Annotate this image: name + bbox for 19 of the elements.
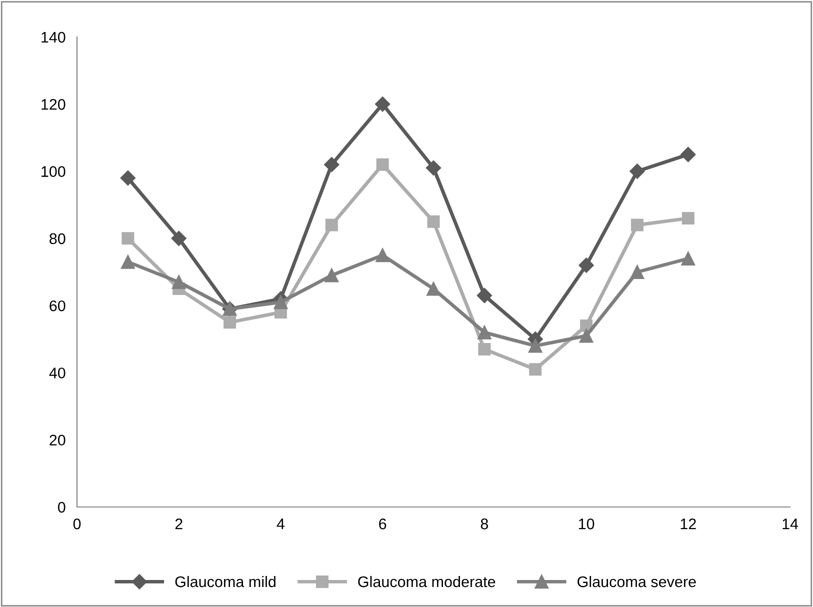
y-tick-label: 140 <box>42 32 66 43</box>
x-tick-label: 10 <box>578 518 594 530</box>
y-tick-label: 20 <box>50 434 66 446</box>
legend-label: Glaucoma mild <box>175 576 276 588</box>
y-tick-label: 40 <box>49 368 66 378</box>
y-tick-label: 60 <box>50 300 66 312</box>
legend-label: Glaucoma severe <box>578 576 696 588</box>
y-tick-label: 0 <box>58 502 66 513</box>
y-tick-label: 120 <box>42 99 66 110</box>
x-tick-label: 0 <box>73 518 81 530</box>
x-tick-label: 12 <box>680 518 696 530</box>
y-tick-label: 80 <box>50 233 66 244</box>
x-tick-label: 2 <box>175 518 182 530</box>
x-tick-label: 8 <box>480 518 488 530</box>
x-tick-label: 6 <box>379 518 386 530</box>
y-tick-label: 100 <box>42 166 66 177</box>
x-tick-label: 14 <box>782 518 798 530</box>
legend-label: Glaucoma moderate <box>358 576 496 588</box>
x-tick-label: 4 <box>276 518 285 530</box>
